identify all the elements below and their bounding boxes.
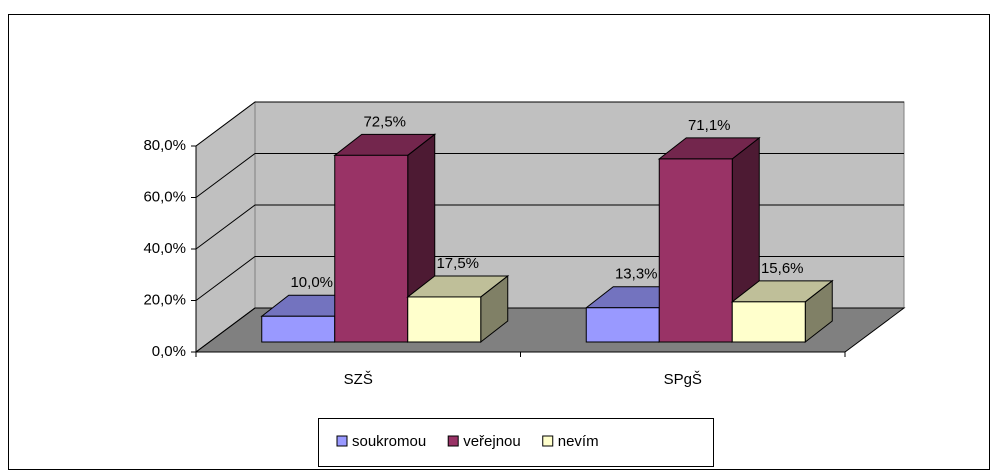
y-tick-label: 20,0% [143,291,186,308]
bar [406,274,510,344]
data-label: 72,5% [363,113,406,130]
y-tick-label: 40,0% [143,240,186,257]
bar [730,279,834,344]
y-tick-label: 80,0% [143,137,186,154]
legend [318,418,714,467]
grid-line [195,101,904,147]
bar-front [658,158,733,343]
data-label: 17,5% [436,255,479,272]
y-tick-label: 60,0% [143,188,186,205]
data-label: 10,0% [290,274,333,291]
data-label: 71,1% [688,117,731,134]
data-label: 13,3% [615,266,658,283]
legend-label: nevím [558,433,599,450]
bar-front [334,154,409,343]
legend-label: veřejnou [463,433,521,450]
bar-front [731,301,806,343]
legend-swatch [336,435,348,447]
data-label: 15,6% [761,260,804,277]
x-tick-label: SPgŠ [664,371,702,388]
bar-front [407,296,482,343]
legend-swatch [542,435,554,447]
legend-swatch [447,435,459,447]
bar-front [261,315,336,343]
x-tick-label: SZŠ [344,371,373,388]
legend-label: soukromou [352,433,426,450]
y-tick-label: 0,0% [152,343,186,360]
bar-front [585,307,660,343]
